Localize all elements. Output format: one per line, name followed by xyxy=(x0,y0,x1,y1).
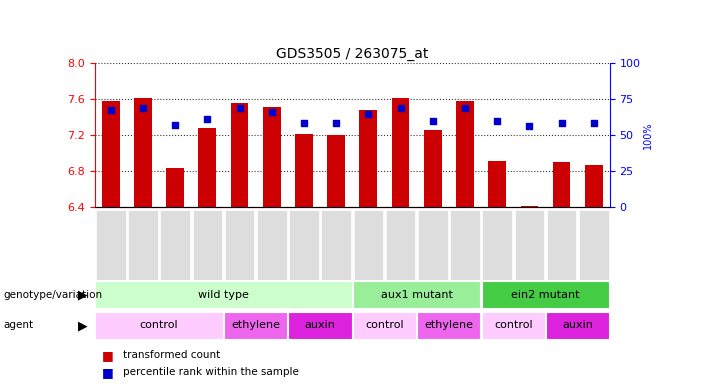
Text: aux1 mutant: aux1 mutant xyxy=(381,290,453,300)
Point xyxy=(137,105,149,111)
Point xyxy=(459,105,470,111)
Bar xyxy=(95,281,352,308)
Bar xyxy=(418,210,447,280)
Bar xyxy=(289,312,352,339)
Text: ■: ■ xyxy=(102,366,114,379)
Text: control: control xyxy=(494,320,533,331)
Point xyxy=(170,121,181,127)
Bar xyxy=(327,136,345,207)
Bar xyxy=(263,107,280,207)
Text: auxin: auxin xyxy=(562,320,593,331)
Point xyxy=(234,105,245,111)
Point xyxy=(299,120,310,126)
Point xyxy=(202,116,213,122)
Bar xyxy=(489,161,506,207)
Bar xyxy=(482,210,512,280)
Point xyxy=(427,118,438,124)
Bar xyxy=(289,210,319,280)
Bar xyxy=(579,210,608,280)
Text: agent: agent xyxy=(4,320,34,331)
Bar xyxy=(547,210,576,280)
Point xyxy=(266,109,278,115)
Point xyxy=(524,123,535,129)
Y-axis label: 100%: 100% xyxy=(644,122,653,149)
Point xyxy=(362,111,374,117)
Point xyxy=(556,120,567,126)
Text: transformed count: transformed count xyxy=(123,350,220,360)
Bar xyxy=(102,101,120,207)
Point xyxy=(588,120,599,126)
Bar xyxy=(392,98,409,207)
Bar xyxy=(456,101,474,207)
Text: ▶: ▶ xyxy=(78,319,88,332)
Bar xyxy=(417,312,480,339)
Bar xyxy=(482,312,545,339)
Bar xyxy=(515,210,544,280)
Text: ethylene: ethylene xyxy=(424,320,473,331)
Text: ▶: ▶ xyxy=(78,288,88,301)
Text: genotype/variation: genotype/variation xyxy=(4,290,102,300)
Bar xyxy=(386,210,416,280)
Text: ein2 mutant: ein2 mutant xyxy=(511,290,580,300)
Bar xyxy=(95,312,223,339)
Bar xyxy=(231,103,248,207)
Bar xyxy=(353,312,416,339)
Bar xyxy=(521,205,538,207)
Bar xyxy=(225,210,254,280)
Text: auxin: auxin xyxy=(305,320,336,331)
Bar xyxy=(552,162,571,207)
Bar xyxy=(193,210,222,280)
Point xyxy=(491,118,503,124)
Point xyxy=(331,120,342,126)
Bar xyxy=(353,210,383,280)
Text: ■: ■ xyxy=(102,349,114,362)
Bar xyxy=(450,210,479,280)
Bar xyxy=(360,110,377,207)
Bar xyxy=(257,210,287,280)
Bar xyxy=(161,210,190,280)
Bar xyxy=(166,168,184,207)
Text: control: control xyxy=(139,320,178,331)
Bar xyxy=(134,98,152,207)
Bar xyxy=(96,210,125,280)
Bar xyxy=(546,312,609,339)
Bar xyxy=(424,130,442,207)
Point xyxy=(395,105,406,111)
Title: GDS3505 / 263075_at: GDS3505 / 263075_at xyxy=(276,47,428,61)
Text: wild type: wild type xyxy=(198,290,249,300)
Text: control: control xyxy=(365,320,404,331)
Bar xyxy=(353,281,480,308)
Text: ethylene: ethylene xyxy=(231,320,280,331)
Text: percentile rank within the sample: percentile rank within the sample xyxy=(123,367,299,377)
Bar xyxy=(482,281,609,308)
Point xyxy=(105,107,116,113)
Bar xyxy=(198,128,216,207)
Bar xyxy=(224,312,287,339)
Bar xyxy=(585,165,603,207)
Bar xyxy=(321,210,351,280)
Bar xyxy=(128,210,158,280)
Bar xyxy=(295,134,313,207)
